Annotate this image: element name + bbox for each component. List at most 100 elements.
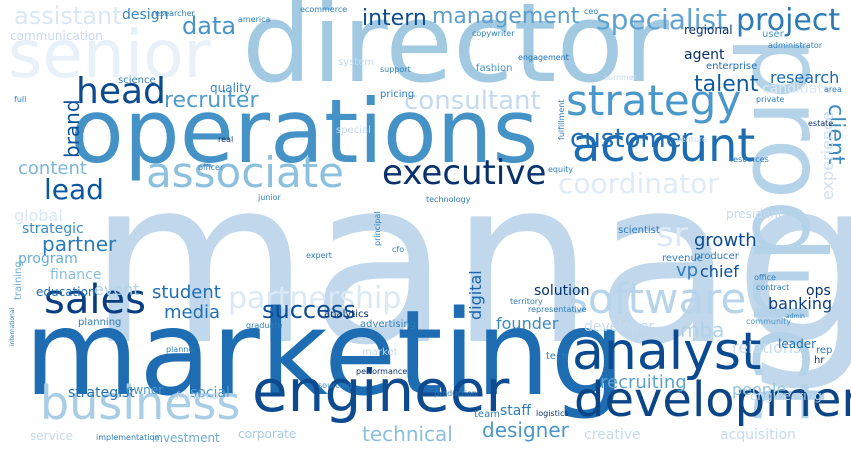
word-operations: operations (70, 80, 539, 183)
word-leader: leader (778, 337, 817, 351)
word-production: production (434, 389, 477, 398)
word-brand: brand (60, 99, 84, 158)
word-planning: planning (78, 317, 122, 328)
word-representative: representative (528, 305, 587, 314)
word-sr: sr (656, 215, 688, 255)
word-program: program (18, 251, 78, 267)
word-development: development (574, 372, 851, 428)
word-community: community (746, 317, 792, 326)
word-hr: hr (814, 355, 825, 366)
word-summer: summer (604, 73, 638, 82)
word-candidate: candidate (762, 81, 832, 97)
word-head: head (76, 71, 166, 112)
word-service: service (30, 429, 73, 443)
word-estate: estate (808, 119, 834, 128)
word-recruiting: recruiting (600, 372, 687, 393)
word-office: office (754, 273, 776, 282)
word-administrator: administrator (768, 41, 823, 50)
word-scientist: scientist (618, 225, 660, 236)
word-producer: producer (694, 251, 739, 262)
word-engineering: engineering (750, 389, 822, 403)
word-engineer: engineer (252, 357, 510, 425)
word-designer: designer (482, 418, 569, 442)
word-president: president (726, 207, 783, 221)
word-executive: executive (382, 153, 547, 193)
word-technical: technical (362, 422, 453, 446)
word-people: people (732, 380, 787, 399)
word-ecommerce: ecommerce (300, 5, 348, 14)
word-acquisition: acquisition (720, 427, 796, 443)
word-consultant: consultant (404, 86, 541, 116)
word-territory: territory (510, 297, 543, 306)
word-market: market (362, 347, 398, 358)
word-developer: developer (584, 319, 655, 335)
word-mba: mba (680, 318, 725, 342)
word-america: america (238, 15, 271, 24)
word-rep: rep (816, 345, 833, 356)
word-revenue: revenue (662, 253, 703, 264)
word-officer: officer (198, 163, 224, 172)
word-event: event (94, 280, 140, 299)
word-manager: manager (88, 129, 851, 395)
word-area: area (824, 85, 842, 94)
word-management: management (432, 4, 580, 29)
word-strategist: strategist (68, 385, 135, 401)
word-sourcing: sourcing (318, 381, 353, 390)
word-banking: banking (768, 294, 833, 313)
word-enterprise: enterprise (706, 61, 758, 72)
word-researcher: researcher (152, 9, 195, 18)
word-engagement: engagement (518, 53, 569, 62)
word-special: special (336, 125, 371, 136)
word-director: director (242, 0, 670, 107)
word-design: design (122, 7, 169, 23)
word-global: global (14, 206, 63, 225)
word-technology: technology (426, 195, 471, 204)
word-talent: talent (694, 72, 759, 97)
word-solution: solution (534, 283, 590, 299)
word-customer: customer (570, 124, 693, 154)
word-private: private (756, 95, 785, 104)
word-user: user (762, 29, 784, 40)
word-contract: contract (756, 283, 790, 292)
word-growth: growth (694, 230, 757, 251)
word-frontend: frontend (176, 391, 219, 402)
word-success: success (262, 296, 356, 324)
word-training: training (13, 261, 24, 300)
word-analytics: analytics (324, 309, 369, 320)
word-corporate: corporate (238, 427, 297, 441)
word-resources: resources (730, 155, 769, 164)
word-lead: lead (44, 173, 104, 206)
word-full: full (14, 95, 27, 104)
word-quality: quality (210, 81, 252, 95)
word-implementation: implementation (96, 433, 160, 442)
word-intern: intern (362, 6, 427, 31)
word-performance: performance (356, 367, 408, 376)
word-advertising: advertising (360, 319, 417, 330)
word-software: software (566, 274, 747, 323)
word-science: science (118, 75, 156, 86)
word-equity: equity (548, 165, 574, 174)
word-ceo: ceo (584, 7, 599, 16)
word-regional: regional (684, 23, 733, 37)
word-principal: principal (373, 211, 382, 246)
word-communication: communication (10, 29, 103, 43)
word-planner: planner (166, 345, 197, 354)
word-fashion: fashion (476, 63, 513, 74)
word-fulfillment: fulfillment (557, 99, 566, 140)
word-content: content (18, 158, 87, 179)
word-coordinator: coordinator (558, 167, 719, 200)
word-investment: investment (152, 431, 220, 445)
word-marketing: marketing (24, 284, 626, 422)
word-agent: agent (684, 47, 725, 63)
word-project: project (736, 3, 841, 38)
word-recruiter: recruiter (164, 88, 259, 113)
word-expert: expert (306, 251, 332, 260)
word-cfo: cfo (392, 245, 405, 254)
word-logistics: logistics (536, 409, 569, 418)
word-support: support (380, 65, 411, 74)
word-specialist: specialist (596, 3, 728, 36)
word-vp: vp (676, 260, 699, 281)
word-copywriter: copywriter (472, 29, 515, 38)
word-chief: chief (700, 262, 739, 281)
